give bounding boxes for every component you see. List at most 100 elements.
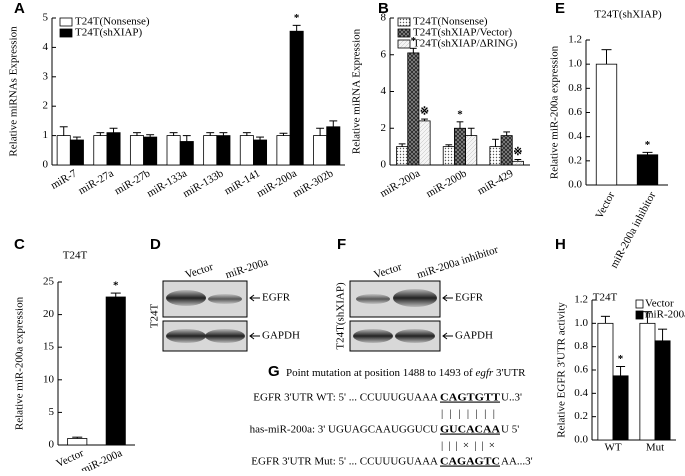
panel-label: G <box>268 363 280 380</box>
y-tick-label: 6 <box>381 48 387 60</box>
blot-band <box>353 329 393 343</box>
panel-label: A <box>14 0 25 17</box>
legend-label: T24T(shXIAP/ΔRING) <box>413 38 518 50</box>
annotation: * <box>294 12 300 24</box>
y-tick-label: 1.2 <box>568 34 582 46</box>
y-tick-label: 0.2 <box>574 410 588 422</box>
chart-title: T24T(shXIAP) <box>594 9 662 21</box>
y-tick-label: 1.0 <box>568 58 582 70</box>
error-bar <box>642 311 652 324</box>
bar <box>418 120 431 166</box>
y-axis-label: Relative miR-200a expression <box>549 45 561 179</box>
error-bar <box>110 292 121 297</box>
arrow <box>249 294 260 302</box>
error-bar <box>292 24 301 32</box>
error-bar <box>409 47 417 53</box>
bar <box>106 132 121 166</box>
x-tick-label: Vector <box>593 190 617 221</box>
panel-label: D <box>150 236 161 253</box>
bar <box>636 154 659 186</box>
lane-label: Vector <box>184 261 215 281</box>
annotation: * <box>645 139 651 151</box>
y-tick-label: 0 <box>381 159 387 171</box>
lane-label: miR-200a inhibitor <box>416 244 501 282</box>
legend-label: T24T(Nonsense) <box>413 16 488 28</box>
bar <box>442 146 455 166</box>
arrow <box>249 332 260 340</box>
legend-swatch <box>635 310 644 320</box>
y-tick-label: 0.8 <box>568 82 582 94</box>
error-bar <box>256 136 264 141</box>
blot-band <box>166 329 206 343</box>
bar <box>276 135 291 166</box>
x-tick-label: miR-302b <box>291 167 336 200</box>
y-axis-label: Relative EGFR 3'UTR activity <box>556 302 568 438</box>
panel-label: B <box>378 0 389 17</box>
bar <box>511 160 524 166</box>
bar <box>654 340 671 441</box>
x-tick-label: miR-7 <box>49 167 80 192</box>
x-tick-label: miR-133b <box>181 167 226 200</box>
bar <box>639 322 656 441</box>
g-title-part: Point mutation at position 1488 to 1493 … <box>286 367 475 379</box>
annotation: * <box>618 353 624 365</box>
y-axis-label: Relative miRNA Expression <box>351 28 363 154</box>
seq-tail: U..3' <box>501 392 522 404</box>
arrow <box>442 294 453 302</box>
bar <box>166 135 181 166</box>
y-tick-label: 3 <box>43 70 49 82</box>
y-tick-label: 2 <box>381 122 387 134</box>
panel-label: F <box>337 236 346 253</box>
error-bar <box>96 132 105 136</box>
error-bar <box>72 436 83 439</box>
x-tick-label: miR-133a <box>145 167 189 199</box>
cell-label: T24T <box>149 304 161 329</box>
y-tick-label: 0.8 <box>574 340 588 352</box>
legend-label: T24T(Nonsense) <box>75 16 150 28</box>
bar <box>203 135 218 166</box>
y-tick-label: 4 <box>381 85 387 97</box>
error-bar <box>601 49 612 65</box>
x-tick-label: miR-200a inhibitor <box>608 190 658 271</box>
error-bar <box>398 143 406 147</box>
y-tick-label: 0.2 <box>568 154 582 166</box>
legend-swatch <box>397 39 411 49</box>
error-bar <box>329 120 338 127</box>
bar <box>93 135 108 166</box>
y-tick-label: 25 <box>43 276 55 288</box>
bar <box>597 322 614 441</box>
seq-site: GUCACAA <box>440 424 500 436</box>
chart-title: T24T <box>63 250 88 262</box>
y-tick-label: 0 <box>43 159 49 171</box>
y-tick-label: 20 <box>43 308 55 320</box>
bar <box>500 135 513 166</box>
band-label: GAPDH <box>455 330 493 342</box>
band-label: EGFR <box>455 292 484 304</box>
legend-swatch <box>397 28 411 38</box>
x-tick-label: miR-27a <box>76 167 115 197</box>
x-tick-label: miR-200b <box>424 167 469 200</box>
error-bar <box>658 328 668 341</box>
blot-band <box>166 290 206 306</box>
y-tick-label: 15 <box>43 341 55 353</box>
y-tick-label: 1.0 <box>574 317 588 329</box>
error-bar <box>492 138 499 147</box>
y-tick-label: 1.2 <box>574 294 588 306</box>
blot-band <box>208 294 242 304</box>
error-bar <box>182 135 191 142</box>
error-bar <box>456 121 464 129</box>
error-bar <box>279 132 288 136</box>
error-bar <box>109 127 118 133</box>
panel-label: C <box>14 236 25 253</box>
error-bar <box>316 127 325 136</box>
bar <box>453 127 466 166</box>
y-tick-label: 4 <box>43 41 49 53</box>
y-tick-label: 0 <box>49 439 55 451</box>
bar <box>179 141 194 166</box>
error-bar <box>642 151 653 155</box>
error-bar <box>146 134 155 138</box>
error-bar <box>59 126 68 136</box>
x-tick-label: miR-200a <box>79 447 124 471</box>
error-bar <box>514 158 522 162</box>
